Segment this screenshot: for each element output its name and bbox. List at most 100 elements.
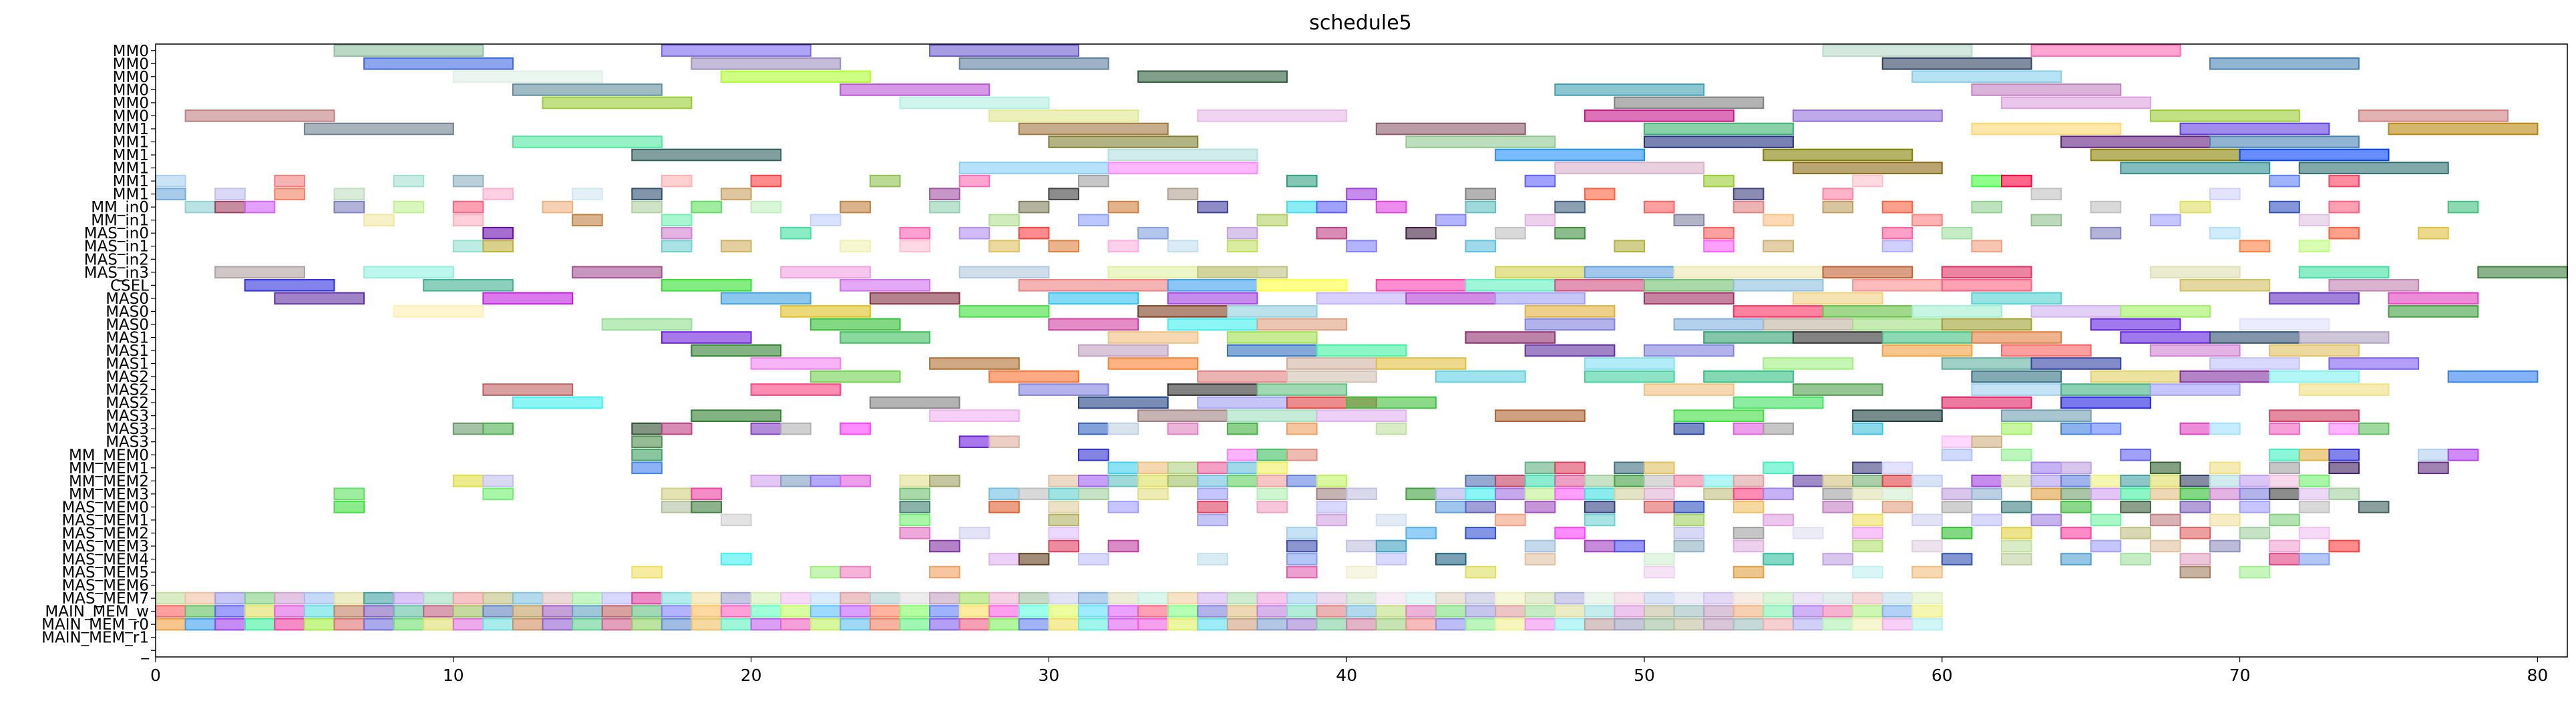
task-bar [780,592,811,605]
task-bar [1941,279,2032,292]
task-bar [1614,240,1645,252]
task-bar [1286,565,1318,579]
task-bar [1732,592,1765,605]
task-bar [1197,266,1288,279]
task-bar [303,592,335,605]
task-bar [929,539,960,553]
task-bar [1524,214,1556,226]
task-bar [929,200,960,214]
y-tick-label: MAS1 [106,356,149,373]
task-bar [1881,331,1973,344]
task-bar [1732,539,1765,553]
task-bar [2149,383,2241,396]
task-bar [2328,487,2360,501]
task-bar [691,592,723,605]
task-bar [601,318,693,331]
task-bar [1375,618,1407,631]
task-bar [2388,122,2539,136]
task-bar [809,370,901,383]
y-tick-label: MAS3 [106,421,149,438]
task-bar [1941,553,1973,565]
task-bar [1852,461,1883,475]
task-bar [1197,501,1228,513]
task-bar [929,605,960,618]
task-bar [1703,331,1794,344]
task-bar [1673,592,1705,605]
task-bar [333,44,484,57]
task-bar [2269,200,2300,214]
task-bar [1048,618,1080,631]
task-bar [1584,370,1675,383]
y-tick-label: MAS_MEM2 [61,525,149,542]
task-bar [1346,487,1377,501]
task-bar [1941,449,1973,461]
task-bar [1226,592,1258,605]
task-bar [2001,475,2032,487]
task-bar [244,279,335,292]
task-bar [1465,331,1556,344]
task-bar [2120,553,2151,565]
task-bar [899,513,931,527]
task-bar [691,501,723,513]
task-bar [721,70,871,83]
task-bar [482,605,514,618]
task-bar [1524,501,1556,513]
task-bar [1732,605,1765,618]
task-bar [482,422,514,435]
task-bar [1226,331,1318,344]
task-bar [1822,200,1854,214]
y-tick-label: MAS3 [106,408,149,425]
task-bar [1881,618,1913,631]
x-tick-label: 20 [741,666,762,685]
task-bar [1852,487,1883,501]
task-bar [661,605,693,618]
task-bar [780,226,811,240]
task-bar [333,487,365,501]
task-bar [1554,200,1586,214]
task-bar [1256,605,1288,618]
task-bar [1048,513,1080,527]
task-bar [1137,618,1169,631]
task-bar [572,592,603,605]
task-bar [1941,487,1973,501]
task-bar [2328,174,2360,188]
task-bar [1614,461,1645,475]
task-bar [482,383,574,396]
task-bar [958,174,990,188]
task-bar [1107,539,1139,553]
y-tick-label: MAIN_MEM_w [45,604,149,621]
task-bar [1822,44,1973,57]
task-bar [2239,148,2390,162]
task-bar [2179,200,2211,214]
task-bar [1644,553,1675,565]
task-bar [423,592,454,605]
task-bar [840,200,871,214]
task-bar [452,605,484,618]
task-bar [1941,266,2032,279]
task-bar [2298,331,2390,344]
x-tick-label: 70 [2229,666,2251,685]
task-bar [1435,618,1467,631]
task-bar [1673,422,1705,435]
task-bar [631,435,663,449]
task-bar [1226,409,1318,423]
task-bar [2298,214,2330,226]
task-bar [2179,565,2211,579]
task-bar [1554,226,1586,240]
task-bar [1881,501,1913,513]
task-bar [512,618,544,631]
task-bar [2209,539,2241,553]
task-bar [1881,487,1913,501]
y-tick-label: MM0 [113,69,149,86]
task-bar [1048,188,1080,200]
task-bar [721,188,752,200]
task-bar [809,214,842,226]
task-bar [1107,618,1139,631]
task-bar [1465,279,1556,292]
task-bar [1465,501,1497,513]
task-bar [1286,553,1318,565]
task-bar [1048,318,1139,331]
task-bar [988,240,1020,252]
task-bar [1197,592,1228,605]
task-bar [2090,226,2122,240]
